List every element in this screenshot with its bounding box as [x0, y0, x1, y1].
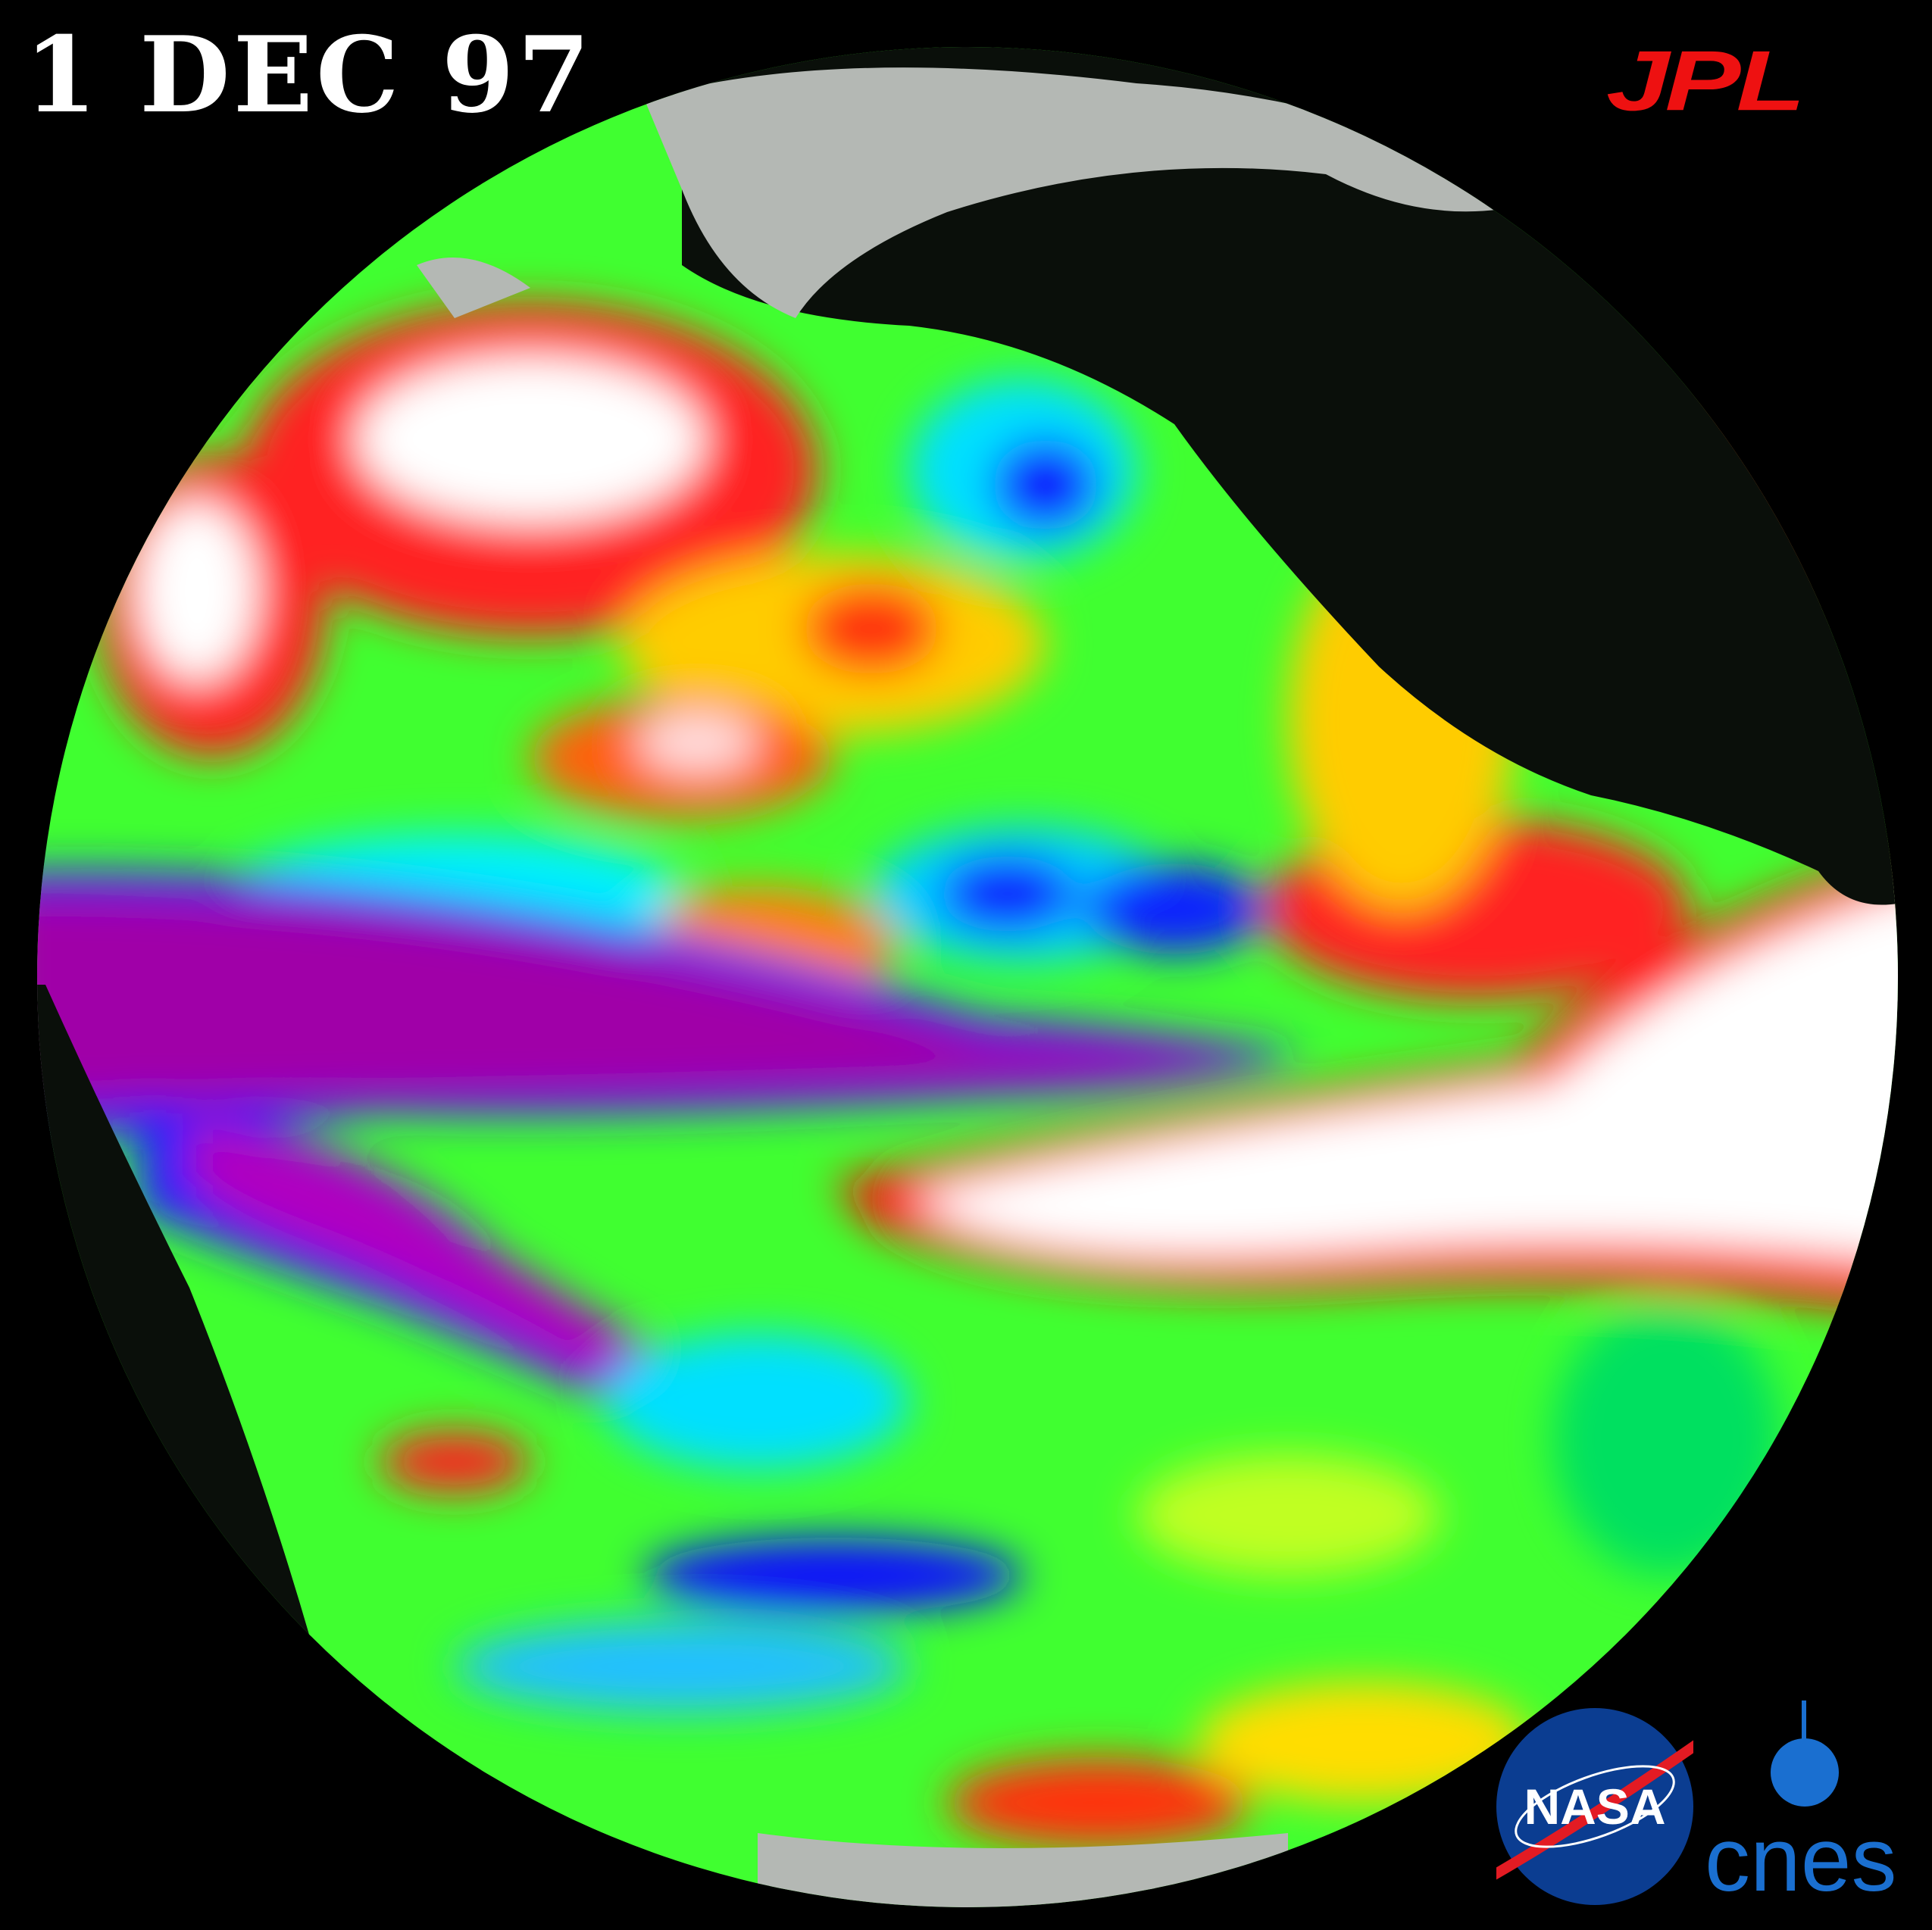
nasa-swoosh-icon	[1496, 1740, 1693, 1880]
cnes-logo: cnes	[1705, 1809, 1897, 1910]
nasa-logo-text: NASA	[1524, 1779, 1666, 1835]
nasa-logo: NASA	[1496, 1708, 1693, 1905]
ice-cover	[644, 67, 1553, 318]
jpl-logo: JPL	[1606, 33, 1805, 129]
date-label: 1 DEC 97	[24, 13, 593, 136]
cnes-emblem-icon	[1771, 1700, 1839, 1807]
